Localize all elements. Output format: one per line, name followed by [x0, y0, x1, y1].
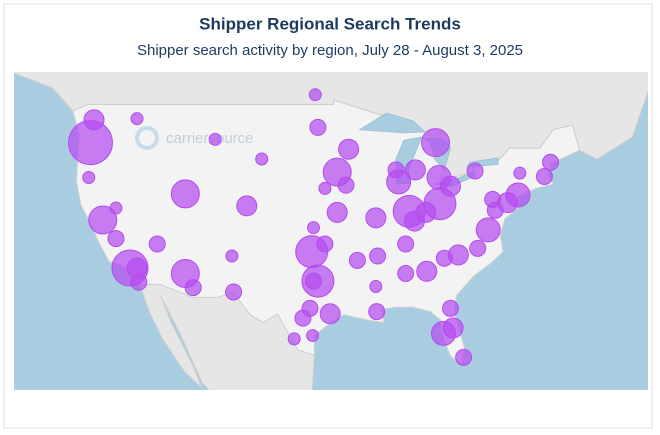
bubble: [542, 153, 560, 171]
bubble: [305, 272, 323, 290]
bubble: [338, 138, 360, 160]
bubble: [430, 320, 456, 346]
bubble: [404, 159, 426, 181]
bubble: [236, 195, 258, 217]
bubble: [82, 171, 96, 185]
bubble: [369, 280, 383, 294]
bubble: [365, 207, 387, 229]
bubble: [107, 230, 125, 248]
bubble: [475, 217, 501, 243]
bubble: [225, 249, 239, 263]
bubble: [316, 235, 334, 253]
bubble: [170, 179, 200, 209]
bubble: [426, 165, 452, 191]
bubble: [306, 329, 320, 343]
bubble: [88, 205, 118, 235]
bubble: [307, 221, 321, 235]
map: carriersource: [14, 72, 648, 390]
bubble: [225, 283, 243, 301]
bubble: [397, 235, 415, 253]
bubble: [337, 176, 355, 194]
bubble: [148, 235, 166, 253]
bubble: [466, 162, 484, 180]
bubble: [455, 348, 473, 366]
bubble: [348, 251, 366, 269]
bubble: [83, 109, 105, 131]
bubble: [318, 181, 332, 195]
bubble: [387, 161, 405, 179]
chart-subtitle: Shipper search activity by region, July …: [137, 42, 523, 59]
bubble: [535, 167, 553, 185]
bubble: [435, 249, 453, 267]
bubble: [369, 247, 387, 265]
bubble: [319, 303, 341, 325]
bubble: [416, 260, 438, 282]
bubble: [397, 264, 415, 282]
bubble: [484, 190, 502, 208]
bubble: [255, 152, 269, 166]
bubble: [208, 132, 222, 146]
bubble: [415, 201, 437, 223]
bubble: [326, 201, 348, 223]
bubble: [309, 118, 327, 136]
lake: [358, 112, 427, 134]
bubble: [130, 273, 148, 291]
bubble: [287, 332, 301, 346]
logo-ring: [135, 126, 159, 150]
bubble: [368, 303, 386, 321]
bubble: [184, 279, 202, 297]
bubble: [441, 299, 459, 317]
bubble: [469, 239, 487, 257]
bubble: [421, 128, 451, 158]
bubble: [308, 88, 322, 102]
bubble: [505, 182, 531, 208]
chart-title: Shipper Regional Search Trends: [199, 14, 461, 33]
bubble: [301, 299, 319, 317]
bubble: [130, 112, 144, 126]
bubble: [513, 166, 527, 180]
bubble: [109, 201, 123, 215]
